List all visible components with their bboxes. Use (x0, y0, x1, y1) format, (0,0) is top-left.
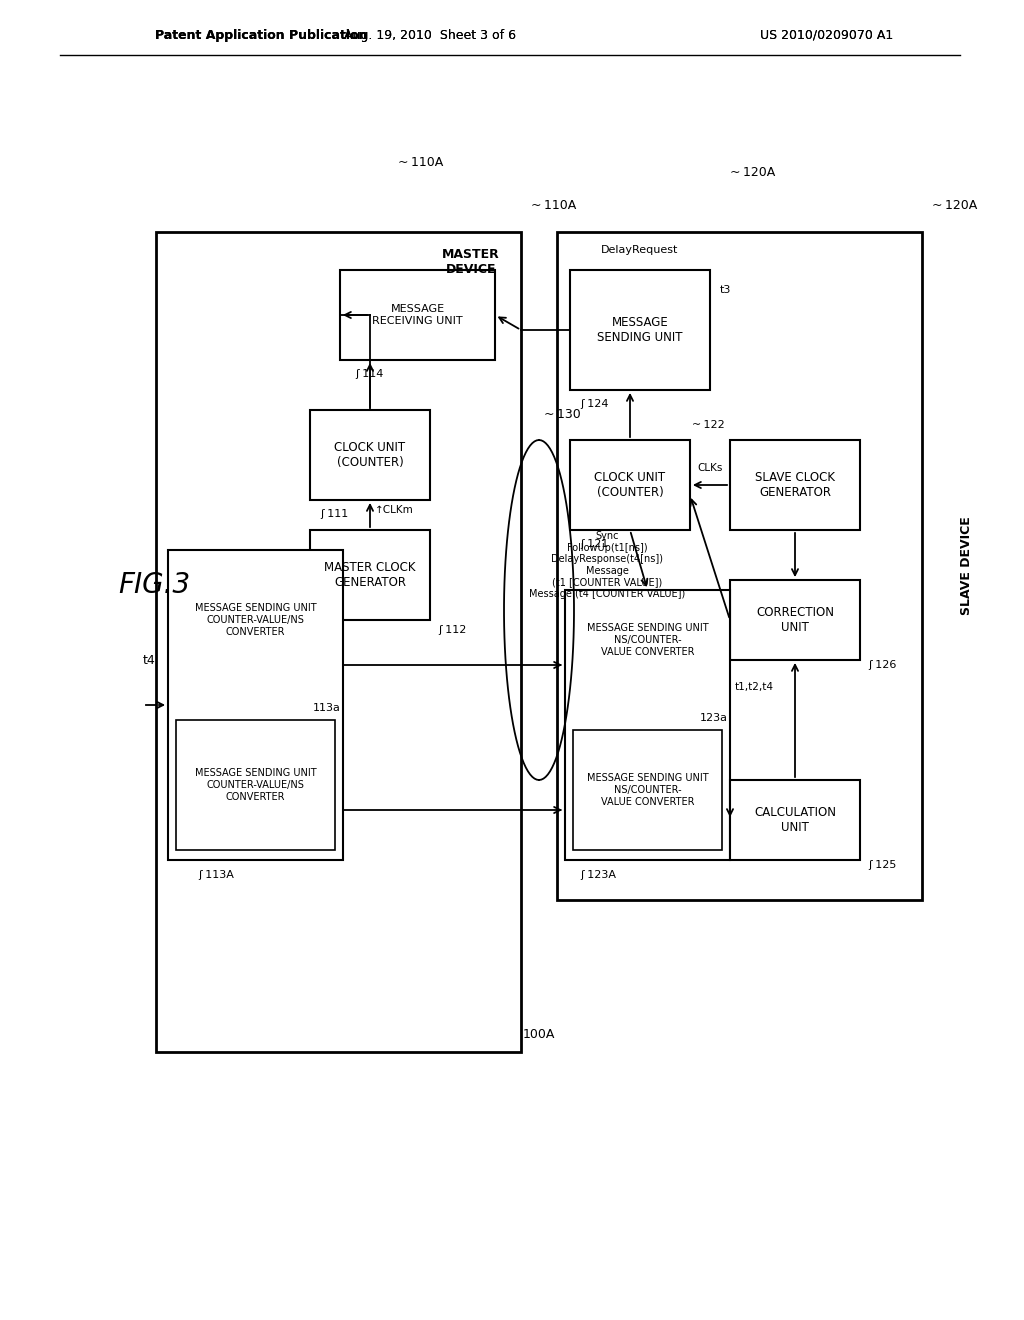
Bar (570, 271, 710, 389)
Text: ~ 110A: ~ 110A (531, 199, 577, 213)
Text: ~ 130: ~ 130 (544, 408, 581, 421)
Text: MESSAGE SENDING UNIT
NS/COUNTER-
VALUE CONVERTER: MESSAGE SENDING UNIT NS/COUNTER- VALUE C… (587, 774, 709, 807)
Text: ʃ 124: ʃ 124 (580, 399, 608, 409)
Text: Aug. 19, 2010  Sheet 3 of 6: Aug. 19, 2010 Sheet 3 of 6 (344, 29, 516, 41)
Text: 100A: 100A (523, 1028, 555, 1041)
Text: CALCULATION
UNIT: CALCULATION UNIT (754, 807, 836, 834)
Text: ʃ 113A: ʃ 113A (198, 870, 233, 880)
Text: ʃ 112: ʃ 112 (438, 624, 466, 635)
Bar (565, 590, 730, 861)
Text: Sync
FollowUp(t1[ns])
DelayResponse(t4[ns])
Message
(t1 [COUNTER VALUE])
Message: Sync FollowUp(t1[ns]) DelayResponse(t4[n… (529, 531, 685, 599)
Text: ↑CLKm: ↑CLKm (375, 506, 414, 515)
Text: CORRECTION
UNIT: CORRECTION UNIT (756, 606, 834, 634)
Text: MESSAGE
SENDING UNIT: MESSAGE SENDING UNIT (597, 315, 683, 345)
Text: Patent Application Publication: Patent Application Publication (155, 29, 368, 41)
Bar (168, 550, 343, 861)
Text: SLAVE CLOCK
GENERATOR: SLAVE CLOCK GENERATOR (755, 471, 835, 499)
Bar (557, 232, 922, 900)
Text: t3: t3 (720, 285, 731, 294)
Text: Patent Application Publication: Patent Application Publication (155, 29, 368, 41)
Text: ʃ 121: ʃ 121 (580, 539, 608, 549)
Bar (730, 440, 860, 531)
Text: 113a: 113a (313, 704, 341, 713)
Text: MESSAGE SENDING UNIT
COUNTER-VALUE/NS
CONVERTER: MESSAGE SENDING UNIT COUNTER-VALUE/NS CO… (195, 603, 316, 636)
Text: CLKs: CLKs (697, 463, 723, 473)
Bar (310, 411, 430, 500)
Text: ~ 122: ~ 122 (692, 420, 725, 430)
Text: SLAVE DEVICE: SLAVE DEVICE (961, 516, 974, 615)
Text: CLOCK UNIT
(COUNTER): CLOCK UNIT (COUNTER) (335, 441, 406, 469)
Bar (176, 719, 335, 850)
Text: 123a: 123a (700, 713, 728, 723)
Text: ʃ 126: ʃ 126 (868, 660, 896, 671)
Text: t1,t2,t4: t1,t2,t4 (735, 682, 774, 692)
Text: FIG.3: FIG.3 (118, 572, 190, 599)
Text: MASTER
DEVICE: MASTER DEVICE (442, 248, 500, 276)
Text: DelayRequest: DelayRequest (601, 246, 679, 255)
Text: MESSAGE SENDING UNIT
NS/COUNTER-
VALUE CONVERTER: MESSAGE SENDING UNIT NS/COUNTER- VALUE C… (587, 623, 709, 656)
Text: US 2010/0209070 A1: US 2010/0209070 A1 (760, 29, 893, 41)
Bar (340, 271, 495, 360)
Text: Aug. 19, 2010  Sheet 3 of 6: Aug. 19, 2010 Sheet 3 of 6 (344, 29, 516, 41)
Bar (570, 440, 690, 531)
Bar (730, 579, 860, 660)
Bar (573, 730, 722, 850)
Text: ʃ 125: ʃ 125 (868, 861, 896, 870)
Text: MASTER CLOCK
GENERATOR: MASTER CLOCK GENERATOR (325, 561, 416, 589)
Text: ʃ 123A: ʃ 123A (580, 870, 616, 880)
Text: ʃ 114: ʃ 114 (355, 370, 383, 379)
Text: ʃ 111: ʃ 111 (319, 510, 348, 519)
Bar (156, 232, 521, 1052)
Bar (730, 780, 860, 861)
Text: ~ 120A: ~ 120A (729, 165, 775, 178)
Text: ~ 120A: ~ 120A (932, 199, 977, 213)
Text: MESSAGE
RECEIVING UNIT: MESSAGE RECEIVING UNIT (372, 304, 463, 326)
Text: CLOCK UNIT
(COUNTER): CLOCK UNIT (COUNTER) (595, 471, 666, 499)
Text: ~ 110A: ~ 110A (398, 156, 443, 169)
Text: US 2010/0209070 A1: US 2010/0209070 A1 (760, 29, 893, 41)
Text: MESSAGE SENDING UNIT
COUNTER-VALUE/NS
CONVERTER: MESSAGE SENDING UNIT COUNTER-VALUE/NS CO… (195, 768, 316, 801)
Text: t4: t4 (143, 653, 156, 667)
Bar (310, 531, 430, 620)
